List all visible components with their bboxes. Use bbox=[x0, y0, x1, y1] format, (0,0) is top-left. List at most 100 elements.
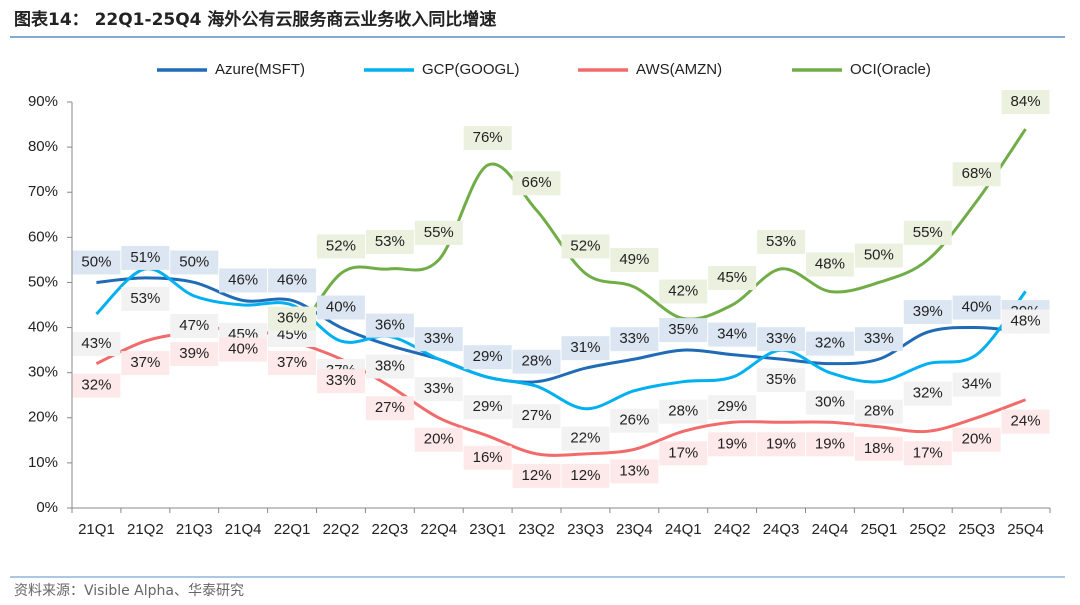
x-tick-label: 24Q4 bbox=[812, 521, 849, 538]
label-bg bbox=[1001, 309, 1050, 334]
data-label: 30% bbox=[815, 394, 845, 411]
data-label: 33% bbox=[864, 330, 894, 347]
data-label: 48% bbox=[815, 255, 845, 272]
data-label: 52% bbox=[570, 237, 600, 254]
label-bg bbox=[268, 268, 317, 293]
data-label: 13% bbox=[619, 462, 649, 479]
data-label: 53% bbox=[130, 290, 160, 307]
data-label: 46% bbox=[228, 271, 258, 288]
x-tick-label: 25Q1 bbox=[860, 521, 897, 538]
data-label: 39% bbox=[179, 345, 209, 362]
x-tick-label: 21Q4 bbox=[225, 521, 262, 538]
label-bg bbox=[757, 229, 806, 254]
label-bg bbox=[561, 426, 610, 451]
data-label: 29% bbox=[473, 348, 503, 365]
label-bg bbox=[1001, 90, 1050, 115]
label-bg bbox=[512, 463, 561, 488]
data-label: 33% bbox=[619, 330, 649, 347]
label-bg bbox=[121, 286, 170, 311]
data-label: 22% bbox=[570, 430, 600, 447]
data-label: 33% bbox=[766, 330, 796, 347]
x-tick-label: 23Q3 bbox=[567, 521, 604, 538]
label-bg bbox=[463, 445, 512, 470]
data-label: 53% bbox=[375, 233, 405, 250]
data-label: 17% bbox=[913, 444, 943, 461]
x-tick-label: 22Q2 bbox=[323, 521, 360, 538]
y-tick-label: 20% bbox=[28, 409, 58, 426]
y-tick-label: 0% bbox=[36, 499, 58, 516]
label-bg bbox=[219, 268, 268, 293]
label-bg bbox=[561, 234, 610, 259]
data-label: 12% bbox=[570, 467, 600, 484]
data-label: 50% bbox=[179, 253, 209, 270]
data-label: 45% bbox=[717, 269, 747, 286]
data-label: 32% bbox=[815, 335, 845, 352]
label-bg bbox=[757, 327, 806, 352]
label-bg bbox=[316, 234, 365, 259]
label-bg bbox=[1001, 409, 1050, 434]
x-tick-label: 22Q3 bbox=[371, 521, 408, 538]
legend-label: GCP(GOOGL) bbox=[422, 61, 520, 78]
x-tick-label: 21Q1 bbox=[78, 521, 115, 538]
data-label: 20% bbox=[424, 431, 454, 448]
data-label: 29% bbox=[717, 398, 747, 415]
label-bg bbox=[659, 441, 708, 466]
data-label: 40% bbox=[228, 341, 258, 358]
label-bg bbox=[365, 229, 414, 254]
data-label: 19% bbox=[815, 435, 845, 452]
y-tick-label: 90% bbox=[28, 93, 58, 110]
x-tick-label: 23Q4 bbox=[616, 521, 653, 538]
data-label: 43% bbox=[81, 335, 111, 352]
data-label: 40% bbox=[962, 299, 992, 316]
label-bg bbox=[463, 126, 512, 151]
label-bg bbox=[903, 441, 952, 466]
label-bg bbox=[854, 243, 903, 268]
source: 资料来源：Visible Alpha、华泰研究 bbox=[14, 583, 244, 599]
data-label: 24% bbox=[1011, 413, 1041, 430]
label-bg bbox=[952, 372, 1001, 397]
data-label: 28% bbox=[522, 353, 552, 370]
data-label: 28% bbox=[668, 403, 698, 420]
label-bg bbox=[805, 432, 854, 457]
data-label: 50% bbox=[81, 253, 111, 270]
label-bg bbox=[170, 250, 219, 275]
data-label: 55% bbox=[913, 224, 943, 241]
label-bg bbox=[854, 327, 903, 352]
label-bg bbox=[219, 337, 268, 362]
data-label: 28% bbox=[864, 403, 894, 420]
label-bg bbox=[316, 295, 365, 320]
label-bg bbox=[708, 395, 757, 420]
label-bg bbox=[72, 250, 121, 275]
label-bg bbox=[659, 318, 708, 343]
x-tick-label: 21Q3 bbox=[176, 521, 213, 538]
data-label: 40% bbox=[326, 299, 356, 316]
data-label: 27% bbox=[375, 399, 405, 416]
data-label: 31% bbox=[570, 339, 600, 356]
label-bg bbox=[757, 368, 806, 393]
label-bg bbox=[708, 266, 757, 290]
x-tick-label: 23Q1 bbox=[469, 521, 506, 538]
label-bg bbox=[121, 351, 170, 376]
x-tick-label: 25Q2 bbox=[909, 521, 946, 538]
data-label: 35% bbox=[766, 371, 796, 388]
data-label: 20% bbox=[962, 431, 992, 448]
data-label: 33% bbox=[326, 372, 356, 389]
x-tick-label: 22Q4 bbox=[420, 521, 457, 538]
data-label: 46% bbox=[277, 271, 307, 288]
data-label: 48% bbox=[1011, 312, 1041, 329]
data-label: 39% bbox=[913, 303, 943, 320]
data-label: 32% bbox=[81, 377, 111, 394]
label-bg bbox=[952, 162, 1001, 187]
label-bg bbox=[121, 245, 170, 270]
data-label: 55% bbox=[424, 224, 454, 241]
data-label: 36% bbox=[375, 317, 405, 334]
data-label: 37% bbox=[130, 354, 160, 371]
label-bg bbox=[414, 220, 463, 245]
data-label: 49% bbox=[619, 251, 649, 268]
x-tick-label: 22Q1 bbox=[274, 521, 311, 538]
data-label: 33% bbox=[424, 380, 454, 397]
label-bg bbox=[463, 395, 512, 420]
legend-label: OCI(Oracle) bbox=[850, 61, 931, 78]
series-line bbox=[95, 267, 1027, 411]
